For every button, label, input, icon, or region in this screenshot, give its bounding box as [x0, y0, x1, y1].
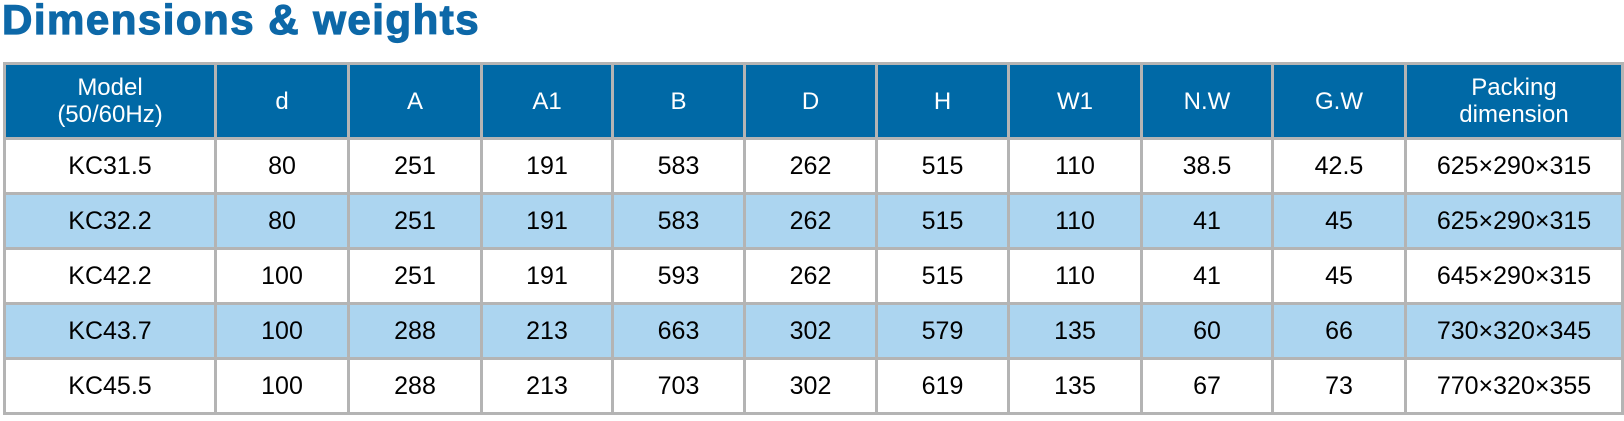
table-row: KC42.2 100 251 191 593 262 515 110 41 45 645×290×3…	[3, 247, 1624, 305]
table-cell: 583	[611, 137, 746, 195]
header-cell: Model (50/60Hz)	[3, 62, 217, 140]
table-cell: 583	[611, 192, 746, 250]
table-cell: 191	[480, 247, 614, 305]
table-cell: 110	[1007, 137, 1143, 195]
header-cell: H	[875, 62, 1010, 140]
table-cell: 593	[611, 247, 746, 305]
table-cell: 262	[743, 192, 878, 250]
title: Dimensions & weights	[1, 0, 481, 44]
header-cell: B	[611, 62, 746, 140]
table-cell: 191	[480, 137, 614, 195]
table-row: KC45.5 100 288 213 703 302 619 135 67 73 770×320×3…	[3, 357, 1624, 415]
table-cell: 251	[347, 137, 483, 195]
header-cell: D	[743, 62, 878, 140]
table-cell: 251	[347, 247, 483, 305]
table-cell: 251	[347, 192, 483, 250]
table-cell: 110	[1007, 247, 1143, 305]
header-cell: W1	[1007, 62, 1143, 140]
header-cell: A1	[480, 62, 614, 140]
table-cell: 42.5	[1271, 137, 1407, 195]
table-cell: KC42.2	[3, 247, 217, 305]
table-cell: 213	[480, 357, 614, 415]
header-cell: A	[347, 62, 483, 140]
table-cell: 288	[347, 357, 483, 415]
table-cell: 41	[1140, 192, 1274, 250]
table-cell: 663	[611, 302, 746, 360]
table-cell: 625×290×315	[1404, 192, 1624, 250]
table-cell: 80	[214, 137, 350, 195]
table-cell: 645×290×315	[1404, 247, 1624, 305]
table-cell: 100	[214, 247, 350, 305]
table-cell: 73	[1271, 357, 1407, 415]
table-cell: KC32.2	[3, 192, 217, 250]
table-cell: 66	[1271, 302, 1407, 360]
table-cell: 262	[743, 247, 878, 305]
table-cell: 579	[875, 302, 1010, 360]
table-cell: 60	[1140, 302, 1274, 360]
table-cell: 625×290×315	[1404, 137, 1624, 195]
table-cell: KC45.5	[3, 357, 217, 415]
header-cell: G.W	[1271, 62, 1407, 140]
table-cell: 770×320×355	[1404, 357, 1624, 415]
header-row: Model (50/60Hz) d A A1 B D H W1 N.W G.W Packing di…	[3, 62, 1624, 140]
table-cell: 38.5	[1140, 137, 1274, 195]
table-cell: 515	[875, 192, 1010, 250]
table-cell: 515	[875, 247, 1010, 305]
table-cell: 41	[1140, 247, 1274, 305]
header-cell: Packing dimension	[1404, 62, 1624, 140]
table-cell: 80	[214, 192, 350, 250]
table-cell: 213	[480, 302, 614, 360]
dimensions-table: Model (50/60Hz) d A A1 B D H W1 N.W G.W Packing di…	[3, 62, 1624, 415]
table-cell: 135	[1007, 302, 1143, 360]
header-cell: N.W	[1140, 62, 1274, 140]
table-cell: 703	[611, 357, 746, 415]
table-cell: 100	[214, 357, 350, 415]
table-cell: 619	[875, 357, 1010, 415]
table-cell: 302	[743, 357, 878, 415]
table-cell: KC31.5	[3, 137, 217, 195]
table-cell: 100	[214, 302, 350, 360]
table-row: KC32.2 80 251 191 583 262 515 110 41 45 625×290×31…	[3, 192, 1624, 250]
table-row: KC31.5 80 251 191 583 262 515 110 38.5 42.5 625×29…	[3, 137, 1624, 195]
table-row: KC43.7 100 288 213 663 302 579 135 60 66 730×320×3…	[3, 302, 1624, 360]
table-cell: 135	[1007, 357, 1143, 415]
table-cell: 45	[1271, 247, 1407, 305]
table-cell: 110	[1007, 192, 1143, 250]
table-cell: 67	[1140, 357, 1274, 415]
table-cell: 730×320×345	[1404, 302, 1624, 360]
table-cell: 515	[875, 137, 1010, 195]
table-body: KC31.5 80 251 191 583 262 515 110 38.5 42.5 625×29…	[3, 137, 1624, 415]
table-cell: 288	[347, 302, 483, 360]
header-cell: d	[214, 62, 350, 140]
table-cell: 45	[1271, 192, 1407, 250]
table-cell: 302	[743, 302, 878, 360]
table-cell: 262	[743, 137, 878, 195]
table-cell: KC43.7	[3, 302, 217, 360]
table-cell: 191	[480, 192, 614, 250]
